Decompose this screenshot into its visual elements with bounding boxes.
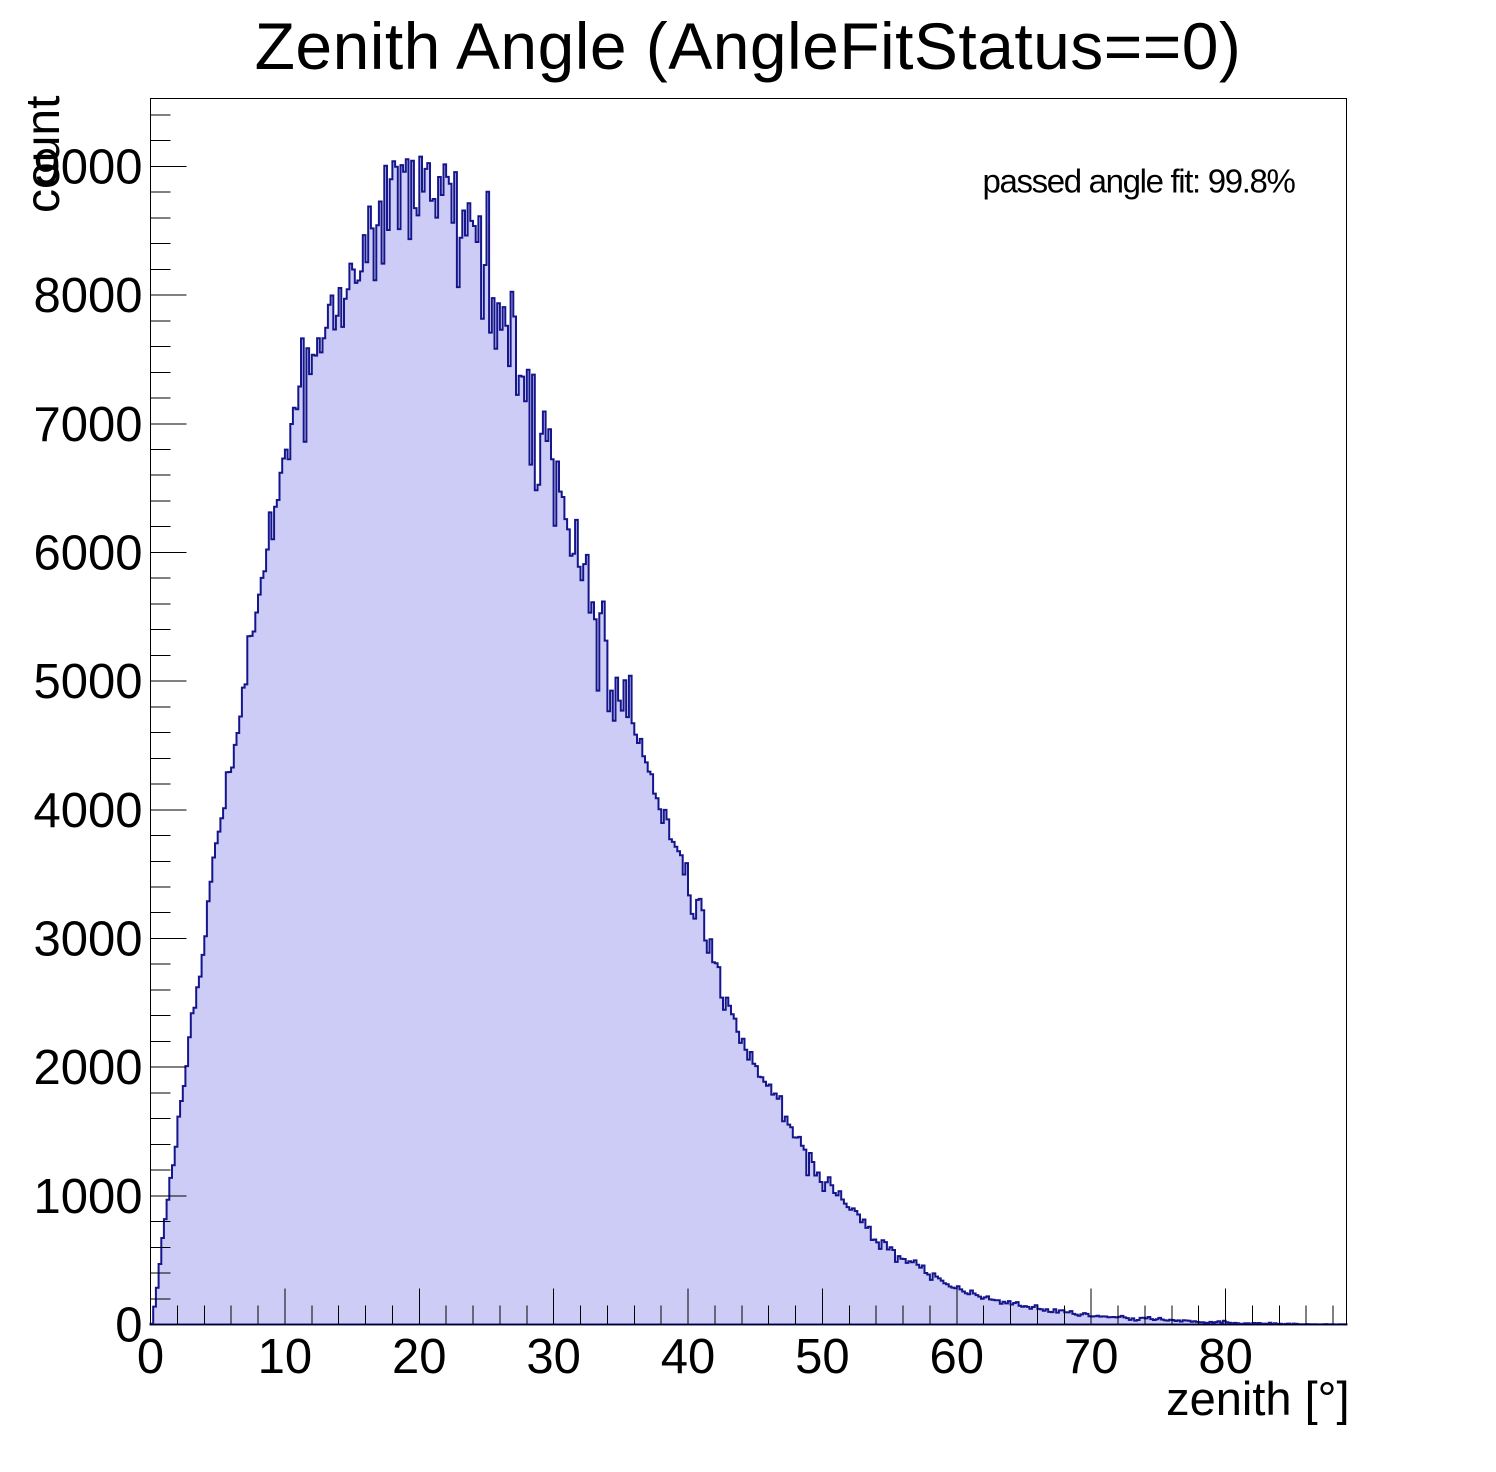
svg-text:0: 0 (137, 1330, 164, 1384)
svg-text:0: 0 (115, 1299, 142, 1353)
svg-text:70: 70 (1064, 1330, 1119, 1384)
svg-text:20: 20 (392, 1330, 447, 1384)
svg-text:3000: 3000 (33, 913, 142, 967)
svg-text:7000: 7000 (33, 398, 142, 452)
svg-text:8000: 8000 (33, 269, 142, 323)
svg-text:40: 40 (661, 1330, 716, 1384)
svg-text:30: 30 (526, 1330, 581, 1384)
svg-text:9000: 9000 (33, 140, 142, 194)
svg-text:10: 10 (258, 1330, 313, 1384)
svg-text:1000: 1000 (33, 1170, 142, 1224)
svg-text:Zenith Angle (AngleFitStatus==: Zenith Angle (AngleFitStatus==0) (255, 9, 1242, 83)
svg-text:60: 60 (930, 1330, 985, 1384)
svg-text:50: 50 (795, 1330, 850, 1384)
svg-text:80: 80 (1198, 1330, 1253, 1384)
svg-text:6000: 6000 (33, 526, 142, 580)
svg-text:4000: 4000 (33, 784, 142, 838)
svg-text:zenith [°]: zenith [°] (1166, 1372, 1349, 1425)
svg-text:passed angle fit: 99.8%: passed angle fit: 99.8% (983, 163, 1296, 200)
svg-text:2000: 2000 (33, 1041, 142, 1095)
svg-text:5000: 5000 (33, 655, 142, 709)
svg-text:count: count (17, 96, 70, 213)
